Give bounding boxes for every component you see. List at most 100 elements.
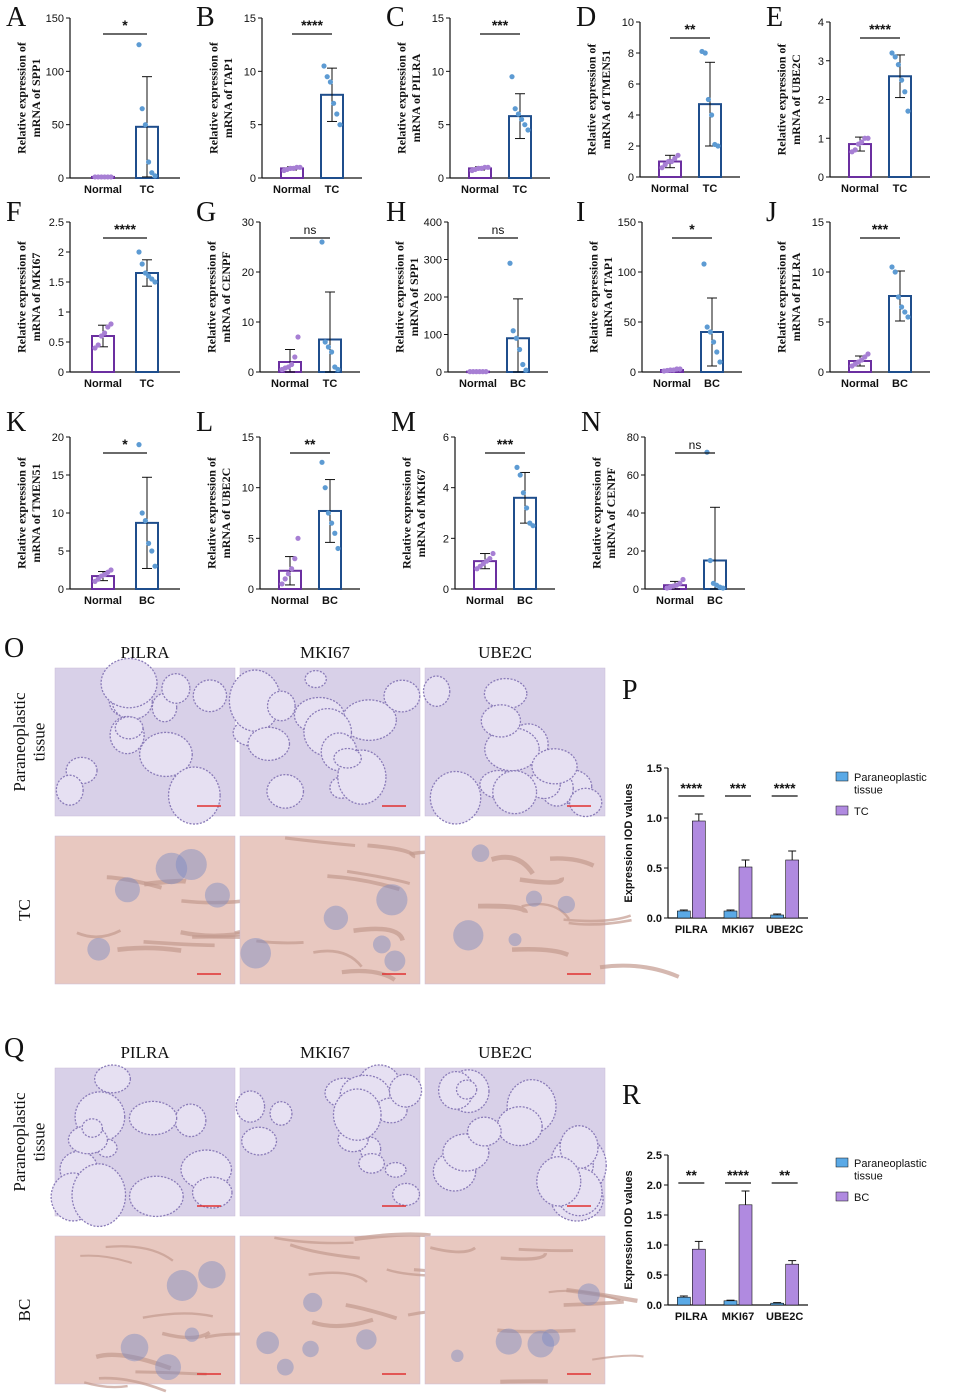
y-tick-label: 0.5 [647,1270,662,1282]
data-point [704,449,710,455]
panel-letter: H [386,197,406,228]
y-axis-label-line: mRNA of PILRA [789,252,803,341]
y-tick-label: 15 [52,470,64,482]
y-tick-label: 5 [248,533,254,545]
y-tick-label: 50 [52,120,64,132]
tissue-fiber [346,869,411,885]
y-axis-label: Relative expression ofmRNA of CENPF [590,456,618,569]
y-axis-label-line: mRNA of TAP1 [601,257,615,337]
data-point [715,143,721,149]
data-point [705,96,712,103]
y-tick-label: 0 [633,584,639,596]
y-axis-label: Relative expression ofmRNA of SPP1 [393,240,421,353]
data-point [282,576,288,582]
data-point [520,490,527,496]
tissue-fiber [497,1328,576,1334]
y-tick-label: 6 [443,432,449,444]
data-point [519,116,525,122]
x-tick-label: Normal [273,184,311,196]
tissue-follicle [128,1175,184,1218]
chart-panel-P: P 0.0 0.5 1.0 1.5 Expression IOD values **** PI… [622,675,927,936]
tissue-cell-cluster [303,1292,323,1313]
y-tick-label: 2 [443,533,449,545]
bar [677,1296,691,1306]
data-point [525,127,531,133]
tissue-fiber [143,878,187,887]
chart-panel-L: L 0 5 10 15 Relative expression ofmRNA of UBE… [196,407,360,607]
tissue-fiber [477,903,528,914]
y-tick-label: 100 [618,267,636,279]
y-axis-label-line: mRNA of MKI67 [414,469,428,558]
data-point [331,100,337,106]
data-point [669,158,675,165]
tissue-cell-cluster [204,882,230,908]
y-tick-label: 0 [58,584,64,596]
data-point [295,535,301,541]
tissue-fiber [354,1232,431,1242]
y-tick-label: 0 [58,173,64,185]
y-tick-label: 1.0 [647,1240,662,1252]
tissue-fiber [308,1271,368,1283]
tissue-follicle [167,766,221,825]
ihc-column-label: MKI67 [300,1043,351,1062]
y-tick-label: 15 [242,432,254,444]
x-tick-label: TC [703,183,718,195]
y-tick-label: 150 [46,13,64,25]
tissue-fiber [327,874,400,892]
tissue-follicle [266,773,305,809]
data-point [108,174,114,180]
y-tick-label: 5 [438,120,444,132]
chart-panel-N: N 0 20 40 60 80 Relative expression ofmRNA of … [581,407,745,607]
tissue-fiber [313,949,363,968]
y-tick-label: 10 [622,17,634,29]
data-point [704,324,710,330]
tissue-follicle [241,1126,278,1156]
panel-letter: G [196,197,216,228]
bar [738,1204,753,1306]
data-point [899,304,905,310]
tissue-follicle [466,1116,502,1147]
data-point [297,164,303,170]
data-point [895,294,902,300]
data-point [513,335,520,341]
data-point [711,339,717,345]
y-tick-label: 1.5 [647,1210,662,1222]
y-axis-label: Relative expression ofmRNA of TMEN51 [585,43,613,156]
tissue-cell-cluster [508,933,522,947]
tissue-cell-cluster [372,935,391,954]
y-tick-label: 1.5 [49,277,64,289]
tissue-fiber [519,877,564,885]
significance-label: ns [689,438,702,452]
tissue-fiber [566,1287,638,1304]
y-axis-label-line: mRNA of CENPF [219,251,233,342]
data-point [520,361,526,368]
y-tick-label: 2 [628,141,634,153]
data-point [327,79,333,85]
data-point [490,550,496,557]
legend-swatch [835,1157,849,1168]
chart-panel-F: F 0 0.5 1 1.5 2 2.5 Relative expression ofmRNA … [6,197,180,390]
legend-label: TC [854,806,869,818]
y-axis-label: Expression IOD values [623,1170,635,1289]
tissue-follicle [266,690,296,722]
data-point [517,346,523,353]
x-tick-label: UBE2C [766,1311,803,1323]
y-tick-label: 10 [242,317,254,329]
chart-panel-K: K 0 5 10 15 20 Relative expression ofmRNA of T… [6,407,180,607]
data-point [892,54,898,60]
ihc-column-label: UBE2C [478,1043,532,1062]
y-tick-label: 1 [58,307,64,319]
y-tick-label: 0 [58,367,64,379]
x-tick-label: MKI67 [722,924,754,936]
y-axis-label-line: Relative expression of [15,240,29,353]
y-axis-label-line: mRNA of SPP1 [29,59,43,138]
tissue-cell-cluster [356,1329,377,1350]
y-tick-label: 0 [250,173,256,185]
y-tick-label: 2.5 [49,217,64,229]
tissue-fiber [592,1354,644,1361]
y-axis-label-line: mRNA of UBE2C [789,54,803,145]
data-point [510,328,516,334]
y-tick-label: 0 [248,367,254,379]
y-tick-label: 50 [624,317,636,329]
tissue-follicle [358,1152,385,1174]
